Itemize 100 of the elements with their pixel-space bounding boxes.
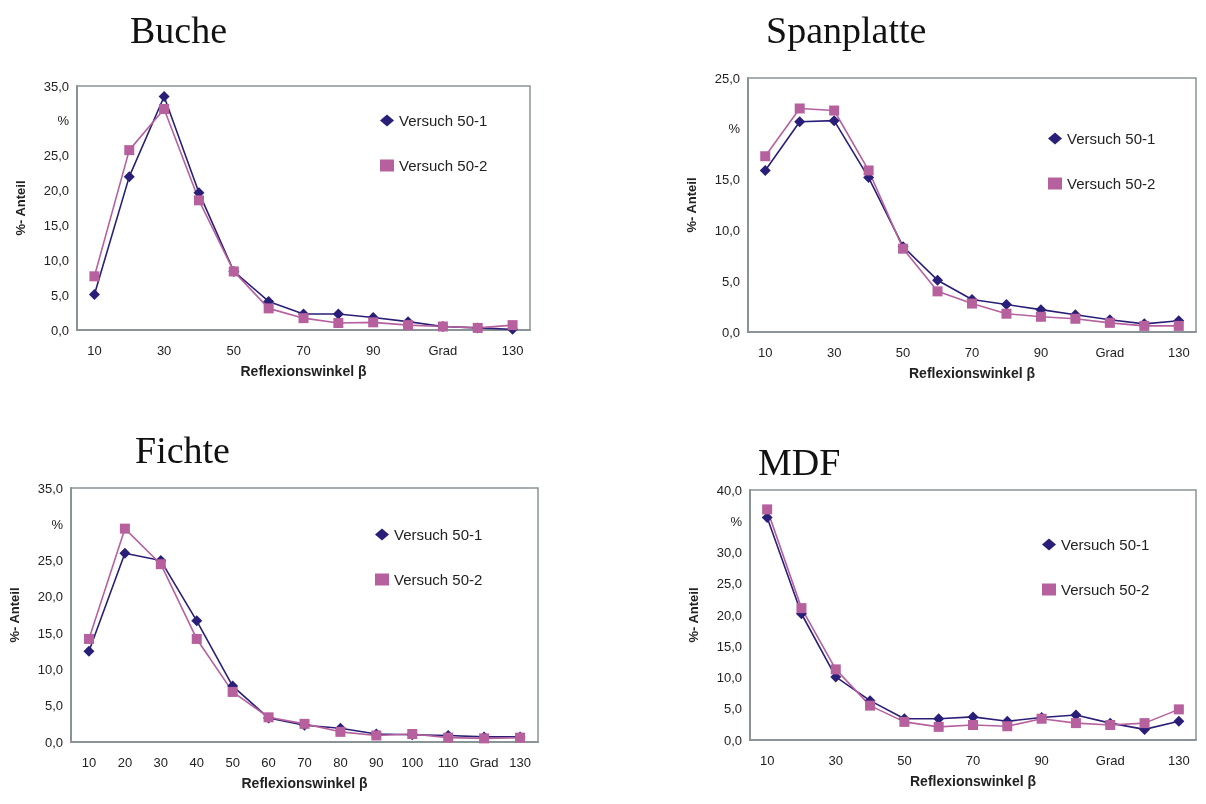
x-tick-label: 80 [333,755,348,770]
y-tick-label: % [57,113,70,129]
point [762,504,773,515]
point [865,700,876,711]
y-tick-label: 30,0 [716,545,742,560]
x-axis-title: Reflexionswinkel β [908,365,1036,381]
y-tick-label: 15,0 [714,172,740,188]
y-tick-label: 5,0 [44,698,63,714]
legend-label: Versuch 50-1 [399,112,488,129]
y-axis-title: %- Anteil [7,587,22,643]
legend-label: Versuch 50-2 [1067,175,1156,192]
x-tick-label: 130 [501,343,524,358]
x-tick-label: 30 [153,755,169,770]
point [759,164,771,176]
x-tick-label: 70 [296,343,311,358]
point [119,523,130,534]
x-tick-label: 90 [1033,345,1049,360]
chart-title: Spanplatte [766,9,927,51]
point [335,726,346,737]
point [932,274,944,286]
legend-label: Versuch 50-2 [394,571,483,588]
point [794,116,806,128]
x-tick-label: 10 [759,753,775,768]
x-tick-label: 130 [1167,345,1190,360]
chart-title: MDF [758,441,841,483]
x-tick-label: 90 [369,755,384,770]
y-tick-label: 5,0 [723,701,742,717]
point [191,633,202,644]
x-tick-label: 30 [826,345,842,360]
x-tick-label: 10 [81,755,97,770]
y-axis-title: %- Anteil [13,180,28,236]
point [368,317,379,328]
y-tick-label: 35,0 [43,78,69,94]
y-tick-label: 25,0 [716,576,742,592]
x-tick-label: 20 [117,755,133,770]
point [863,165,874,176]
x-tick-label: 70 [965,753,981,768]
y-tick-label: 25,0 [37,553,63,569]
point [88,288,100,300]
chart-title: Fichte [135,429,230,471]
y-tick-label: 5,0 [50,287,69,303]
point [83,645,95,657]
point [1002,721,1013,732]
y-tick-label: 10,0 [716,670,742,685]
legend-label: Versuch 50-1 [1061,536,1150,553]
x-tick-label: Grad [1095,753,1125,768]
x-tick-label: 50 [897,753,912,768]
legend-label: Versuch 50-1 [394,526,483,543]
y-tick-label: 0,0 [50,322,69,338]
point [333,318,344,329]
x-tick-label: 50 [225,755,240,770]
x-axis-title: Reflexionswinkel β [240,363,367,379]
point [159,104,170,115]
y-tick-label: 20,0 [716,607,742,623]
point [1001,308,1012,319]
x-tick-label: 10 [87,343,102,358]
y-axis-title: %- Anteil [686,587,701,643]
point [796,603,807,614]
x-tick-label: 70 [297,755,312,770]
point [1070,718,1081,729]
x-tick-label: 10 [758,345,773,360]
y-tick-label: 25,0 [714,70,740,86]
point [1173,704,1184,715]
y-tick-label: 35,0 [37,480,63,496]
y-tick-label: 20,0 [37,589,63,605]
x-tick-label: Grad [428,343,458,358]
point [829,105,840,116]
y-tick-label: 15,0 [43,217,69,233]
point [298,313,309,324]
chart-title: Buche [130,9,228,51]
point [932,286,943,297]
point [1173,715,1185,727]
x-tick-label: 60 [261,755,276,770]
point [119,547,131,559]
y-tick-label: 0,0 [721,324,740,340]
point [1070,313,1081,324]
point [263,303,274,314]
x-tick-label: 110 [437,755,459,770]
y-tick-label: 40,0 [716,482,742,498]
point [158,90,170,102]
x-tick-label: Grad [1095,345,1125,360]
y-tick-label: 25,0 [43,148,69,164]
y-axis-title: %- Anteil [684,177,699,233]
x-tick-label: 130 [1167,753,1190,768]
y-tick-label: 20,0 [43,183,69,199]
point [760,151,771,162]
y-tick-label: % [730,513,743,529]
x-tick-label: 50 [895,345,911,360]
y-tick-label: 15,0 [716,638,742,654]
point [1035,311,1046,322]
point [227,686,238,697]
x-axis-title: Reflexionswinkel β [241,775,368,791]
x-tick-label: 50 [226,343,242,358]
point [124,145,135,156]
x-axis-title: Reflexionswinkel β [909,773,1037,789]
point [403,320,414,331]
legend-label: Versuch 50-2 [1061,581,1150,598]
x-tick-label: 100 [401,755,424,770]
point [828,115,840,127]
y-tick-label: 10,0 [37,661,63,677]
